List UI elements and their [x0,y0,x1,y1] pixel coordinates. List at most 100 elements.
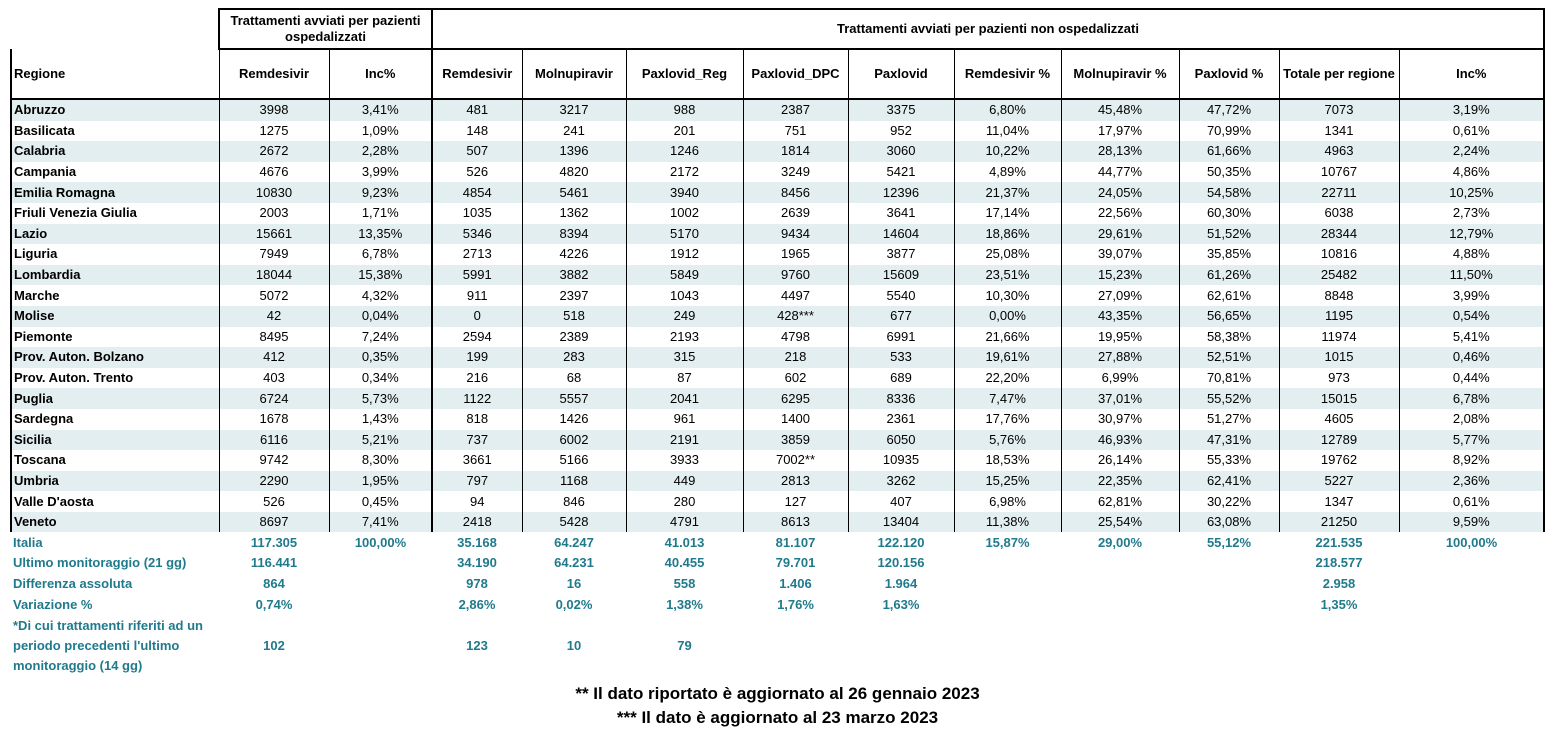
table-cell: 19762 [1278,450,1400,471]
table-cell: 28344 [1278,223,1400,245]
table-cell: 8848 [1278,285,1400,306]
table-cell: 0,04% [328,305,433,327]
table-cell: 1400 [742,408,849,430]
table-cell: 3,41% [328,99,433,121]
table-cell: 8336 [847,388,955,409]
table-cell: 42 [218,305,330,327]
summary-cell [329,594,432,615]
summary-cell: 558 [673,575,696,591]
summary-cell [1061,553,1179,574]
table-cell: 403 [218,367,330,389]
region-name: Liguria [10,244,220,265]
table-cell: 10767 [1278,161,1400,183]
summary-cell: 978 [466,575,488,591]
table-cell: 5540 [847,285,955,306]
table-cell: 19,61% [953,347,1062,368]
table-cell: 27,09% [1060,285,1180,306]
table-row: Prov. Auton. Bolzano 412 0,35% 199 283 315 218… [10,347,1545,368]
table-cell: 315 [625,347,744,368]
table-cell: 10,22% [953,141,1062,162]
summary-cell: 2.958 [1322,575,1356,591]
table-cell: 6050 [847,429,955,451]
table-row: Liguria 7949 6,78% 2713 4226 1912 1965 3877 25,0… [10,244,1545,265]
regional-treatments-table: Trattamenti avviati per pazienti ospedal… [10,8,1545,677]
region-name: Valle D'aosta [10,491,220,512]
summary-cell: 64.247 [554,534,594,550]
table-cell: 11974 [1278,326,1400,348]
region-name: Molise [10,305,220,327]
table-cell: 1396 [521,141,627,162]
summary-label: Ultimo monitoraggio (21 gg) [13,555,187,571]
table-cell: 1341 [1278,120,1400,142]
table-cell: 37,01% [1060,388,1180,409]
region-name: Toscana [10,450,220,471]
table-cell: 3933 [625,450,744,471]
table-cell: 6038 [1278,202,1400,224]
table-cell: 61,66% [1178,141,1280,162]
table-cell: 9760 [742,264,849,286]
table-cell: 19,95% [1060,326,1180,348]
summary-cell: 34.190 [457,555,497,571]
table-cell: 5,21% [328,429,433,451]
summary-cell: 116.441 [250,555,298,571]
summary-cell [1399,594,1544,615]
table-cell: 22,20% [953,367,1062,389]
table-cell: 18,53% [953,450,1062,471]
summary-cell: 1,63% [882,596,920,612]
column-header: Remdesivir [218,49,330,100]
table-cell: 7,41% [328,511,433,533]
table-cell: 507 [431,141,523,162]
table-cell: 1035 [431,202,523,224]
table-cell: 8394 [521,223,627,245]
table-cell: 1347 [1278,491,1400,512]
table-row: Veneto 8697 7,41% 2418 5428 4791 8613 13404 11,3… [10,511,1545,533]
region-name: Sicilia [10,429,220,451]
table-cell: 25482 [1278,264,1400,286]
table-cell: 0,46% [1398,347,1545,368]
summary-cell [1399,574,1544,595]
table-row: Basilicata 1275 1,09% 148 241 201 751 952 11,04%… [10,120,1545,142]
table-cell: 52,51% [1178,347,1280,368]
note-cell: 10 [566,637,582,653]
table-cell: 249 [625,305,744,327]
table-row: Puglia 6724 5,73% 1122 5557 2041 6295 8336 7,47%… [10,388,1545,409]
table-cell: 1043 [625,285,744,306]
summary-cell [954,594,1061,615]
table-row: Marche 5072 4,32% 911 2397 1043 4497 5540 10,30%… [10,285,1545,306]
summary-cell: 0,02% [555,596,593,612]
table-cell: 3859 [742,429,849,451]
summary-cell [1179,574,1279,595]
table-cell: 46,93% [1060,429,1180,451]
table-cell: 6,99% [1060,367,1180,389]
table-cell: 1275 [218,120,330,142]
footnote-double-asterisk: ** Il dato riportato è aggiornato al 26 … [575,684,980,703]
table-row: Calabria 2672 2,28% 507 1396 1246 1814 3060 10,2… [10,141,1545,162]
table-cell: 30,97% [1060,408,1180,430]
table-cell: 5428 [521,511,627,533]
table-cell: 12396 [847,182,955,203]
column-header: Remdesivir % [953,49,1062,100]
summary-cell: 864 [263,575,285,591]
note-cell [743,615,848,677]
table-row: Emilia Romagna 10830 9,23% 4854 5461 3940 8456… [10,182,1545,203]
region-name: Calabria [10,141,220,162]
summary-cell [1179,553,1279,574]
table-cell: 961 [625,408,744,430]
region-name: Marche [10,285,220,306]
table-cell: 449 [625,470,744,492]
table-cell: 2041 [625,388,744,409]
summary-cell: 1,35% [1320,596,1358,612]
table-cell: 56,65% [1178,305,1280,327]
table-cell: 47,72% [1178,99,1280,121]
table-cell: 3217 [521,99,627,121]
corner-cell [11,9,219,49]
table-cell: 2639 [742,202,849,224]
region-name: Abruzzo [10,99,220,121]
table-cell: 602 [742,367,849,389]
table-cell: 6,78% [328,244,433,265]
table-cell: 3882 [521,264,627,286]
table-cell: 10830 [218,182,330,203]
table-row: Friuli Venezia Giulia 2003 1,71% 1035 1362 10… [10,202,1545,224]
table-cell: 9742 [218,450,330,471]
table-cell: 3,99% [328,161,433,183]
